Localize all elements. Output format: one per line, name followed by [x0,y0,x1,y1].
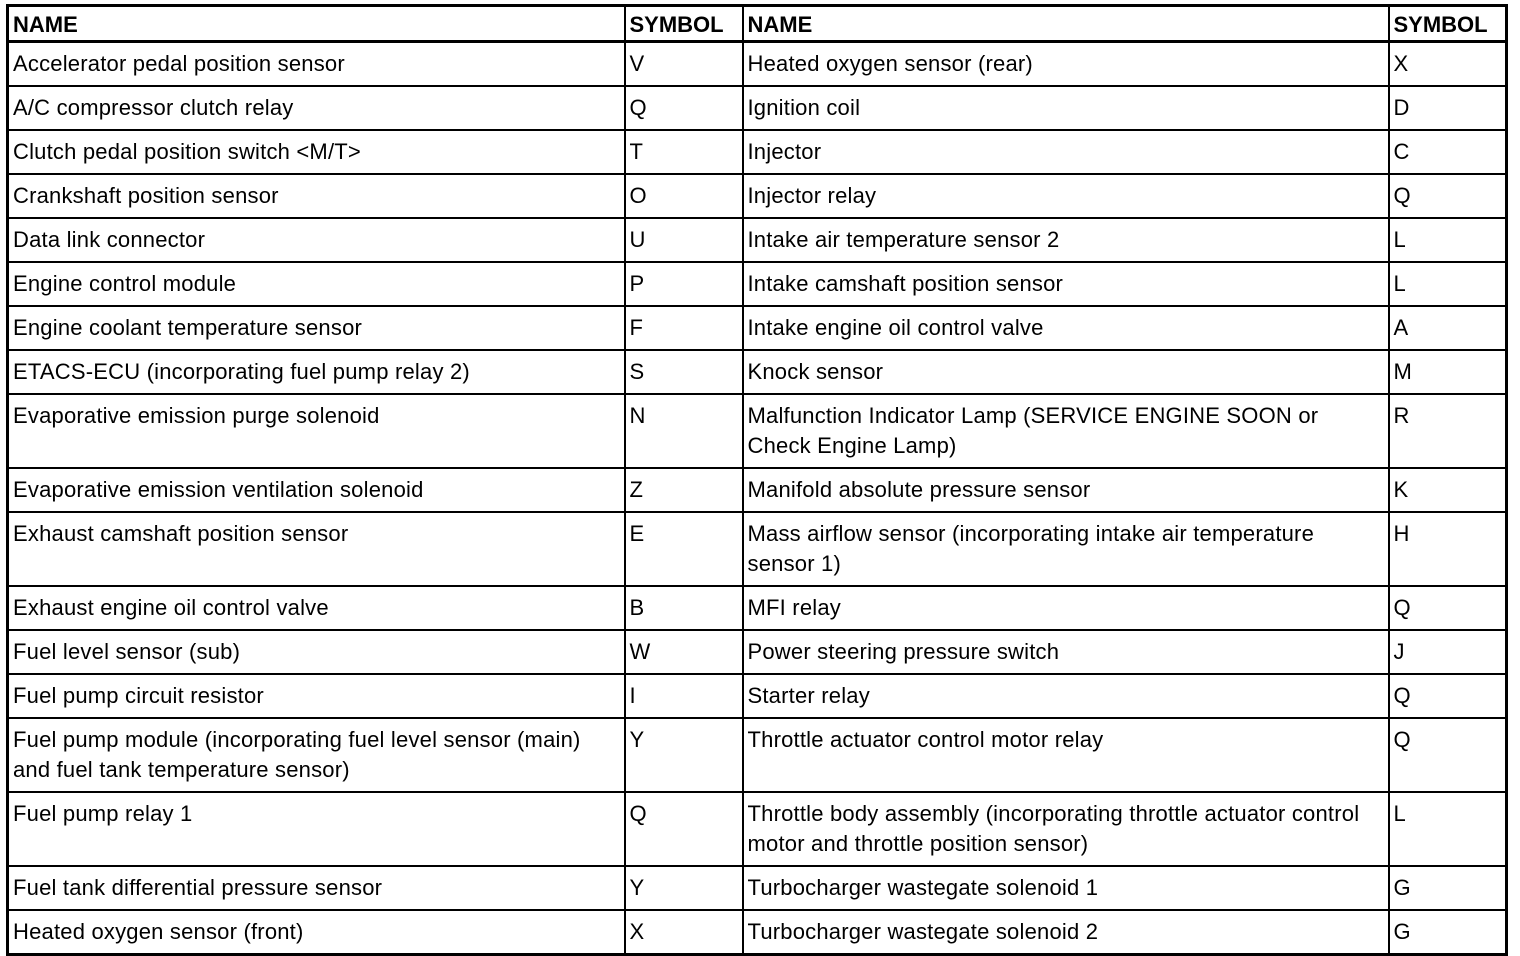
header-symbol-1: SYMBOL [623,4,744,43]
component-symbol: Z [623,467,744,513]
table-row: Data link connector U Intake air temperatu… [6,217,1508,263]
component-name: Exhaust camshaft position sensor [6,511,626,587]
component-symbol: Q [1387,585,1508,631]
component-name: Fuel tank differential pressure sensor [6,865,626,911]
header-symbol-2: SYMBOL [1387,4,1508,43]
table-row: Crankshaft position sensor O Injector rela… [6,173,1508,219]
table-row: Fuel level sensor (sub) W Power steering p… [6,629,1508,675]
component-name: Heated oxygen sensor (rear) [741,40,1390,87]
component-symbol: N [623,393,744,469]
component-symbol: G [1387,909,1508,956]
component-name: Turbocharger wastegate solenoid 1 [741,865,1390,911]
component-symbol: W [623,629,744,675]
component-name: Engine coolant temperature sensor [6,305,626,351]
component-name: Injector [741,129,1390,175]
component-name: Throttle body assembly (incorporating th… [741,791,1390,867]
header-name-2: NAME [741,4,1390,43]
component-symbol: M [1387,349,1508,395]
component-name: Clutch pedal position switch <M/T> [6,129,626,175]
component-name: Exhaust engine oil control valve [6,585,626,631]
table-row: Fuel pump circuit resistor I Starter relay… [6,673,1508,719]
component-name: Evaporative emission ventilation solenoi… [6,467,626,513]
table-row: Heated oxygen sensor (front) X Turbocharge… [6,909,1508,956]
component-name: Crankshaft position sensor [6,173,626,219]
component-name: Malfunction Indicator Lamp (SERVICE ENGI… [741,393,1390,469]
component-symbol: Q [1387,673,1508,719]
table-row: Fuel pump module (incorporating fuel lev… [6,717,1508,793]
component-symbol: E [623,511,744,587]
component-symbol: Q [1387,717,1508,793]
component-name: Engine control module [6,261,626,307]
component-name: Fuel level sensor (sub) [6,629,626,675]
component-name: Fuel pump circuit resistor [6,673,626,719]
header-name-1: NAME [6,4,626,43]
component-name: Intake air temperature sensor 2 [741,217,1390,263]
component-symbol: X [1387,40,1508,87]
component-symbol: Q [1387,173,1508,219]
component-symbol-table: NAME SYMBOL NAME SYMBOL Accelerator peda… [6,4,1508,956]
component-symbol: T [623,129,744,175]
component-symbol: R [1387,393,1508,469]
component-symbol: D [1387,85,1508,131]
component-symbol: J [1387,629,1508,675]
component-name: Mass airflow sensor (incorporating intak… [741,511,1390,587]
table-row: Fuel pump relay 1 Q Throttle body assembly… [6,791,1508,867]
component-symbol: Y [623,865,744,911]
table-row: Accelerator pedal position sensor V Heated… [6,40,1508,87]
component-name: Intake engine oil control valve [741,305,1390,351]
component-symbol: X [623,909,744,956]
component-symbol: Q [623,791,744,867]
component-symbol: V [623,40,744,87]
component-name: Turbocharger wastegate solenoid 2 [741,909,1390,956]
table-row: ETACS-ECU (incorporating fuel pump relay… [6,349,1508,395]
component-name: Fuel pump module (incorporating fuel lev… [6,717,626,793]
component-name: ETACS-ECU (incorporating fuel pump relay… [6,349,626,395]
component-symbol: U [623,217,744,263]
component-name: Power steering pressure switch [741,629,1390,675]
table-row: Exhaust engine oil control valve B MFI rel… [6,585,1508,631]
table-row: Fuel tank differential pressure sensor Y T… [6,865,1508,911]
component-name: Data link connector [6,217,626,263]
component-symbol: F [623,305,744,351]
component-symbol: A [1387,305,1508,351]
component-symbol: P [623,261,744,307]
component-name: Knock sensor [741,349,1390,395]
component-symbol: L [1387,261,1508,307]
component-symbol: S [623,349,744,395]
component-symbol: I [623,673,744,719]
component-symbol: L [1387,791,1508,867]
component-symbol: O [623,173,744,219]
component-symbol: Y [623,717,744,793]
component-name: Manifold absolute pressure sensor [741,467,1390,513]
component-name: A/C compressor clutch relay [6,85,626,131]
table-row: Engine control module P Intake camshaft po… [6,261,1508,307]
component-symbol: B [623,585,744,631]
component-name: Intake camshaft position sensor [741,261,1390,307]
component-name: Fuel pump relay 1 [6,791,626,867]
component-name: Evaporative emission purge solenoid [6,393,626,469]
component-name: Ignition coil [741,85,1390,131]
table-row: Evaporative emission purge solenoid N Malf… [6,393,1508,469]
component-symbol: C [1387,129,1508,175]
table-row: Engine coolant temperature sensor F Intake… [6,305,1508,351]
header-row: NAME SYMBOL NAME SYMBOL [6,4,1508,43]
component-symbol: K [1387,467,1508,513]
component-symbol: G [1387,865,1508,911]
table-row: Evaporative emission ventilation solenoi… [6,467,1508,513]
component-name: MFI relay [741,585,1390,631]
component-name: Throttle actuator control motor relay [741,717,1390,793]
component-symbol: L [1387,217,1508,263]
component-name: Injector relay [741,173,1390,219]
component-name: Starter relay [741,673,1390,719]
table-row: Exhaust camshaft position sensor E Mass ai… [6,511,1508,587]
component-symbol: H [1387,511,1508,587]
component-symbol: Q [623,85,744,131]
table-row: Clutch pedal position switch <M/T> T Injec… [6,129,1508,175]
table-row: A/C compressor clutch relay Q Ignition coi… [6,85,1508,131]
component-name: Accelerator pedal position sensor [6,40,626,87]
component-name: Heated oxygen sensor (front) [6,909,626,956]
